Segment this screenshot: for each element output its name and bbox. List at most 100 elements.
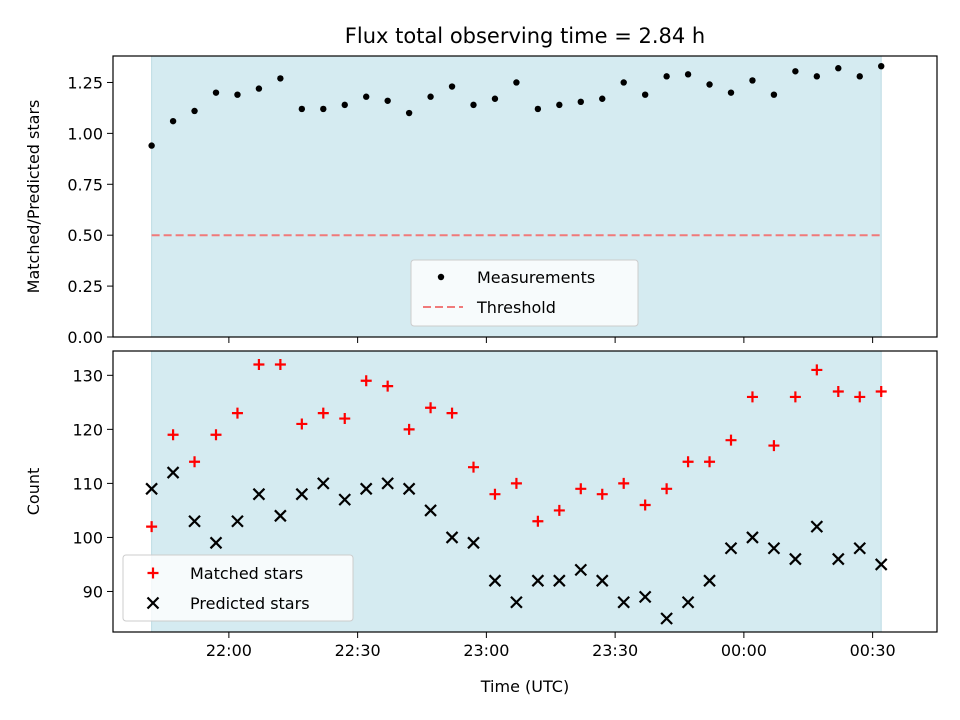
matched-star-point [596,488,608,500]
measurement-point [684,71,692,78]
legend-predicted-label: Predicted stars [190,594,310,613]
x-tick-label: 23:30 [592,641,638,660]
predicted-star-point [832,552,845,566]
legend-measurements-marker [437,273,445,281]
legend-box [122,554,354,622]
measurement-point [191,107,198,115]
predicted-star-point [467,536,480,550]
x-tick-label: 22:00 [206,641,252,660]
legend-predicted-marker [146,596,160,610]
measurement-point [277,75,284,82]
measurement-point [620,79,627,86]
matched-star-point [854,391,866,403]
legend-measurements-label: Measurements [477,268,595,287]
measurement-point [491,95,499,102]
measurement-point [448,83,456,90]
y-tick-label: 130 [72,366,103,385]
predicted-star-point [145,482,158,496]
legend-threshold-label: Threshold [476,298,556,317]
y-tick-label: 120 [72,420,103,439]
measurement-point [599,95,606,102]
predicted-star-point [231,514,244,528]
matched-star-point [832,386,844,398]
predicted-star-point [295,487,309,501]
predicted-star-point [767,541,781,555]
legend-box [410,259,639,327]
predicted-star-point [424,504,437,517]
measurement-point [663,73,670,80]
predicted-star-point [681,596,695,609]
matched-star-point [618,477,630,489]
predicted-star-point [209,536,223,550]
predicted-star-point [510,596,523,609]
predicted-star-point [789,552,802,566]
y-tick-label: 110 [72,474,103,493]
matched-star-point [639,499,651,511]
predicted-star-point [617,596,630,609]
matched-star-point [167,429,179,441]
matched-star-point [274,359,286,371]
predicted-star-point [188,514,201,528]
matched-star-point [468,461,479,473]
measurement-point [341,101,348,109]
matched-star-point [661,483,673,495]
matched-star-point [768,440,780,452]
matched-star-point [532,515,544,527]
measurement-point [792,68,799,75]
predicted-star-point [381,477,394,490]
legend-matched-marker [147,567,159,579]
predicted-star-point [874,558,888,571]
measurement-point [255,85,263,92]
x-tick-label: 22:30 [335,641,381,660]
predicted-star-point [488,574,502,587]
chart-title: Flux total observing time = 2.84 h [345,24,705,48]
measurement-point [641,91,649,98]
matched-star-point [875,386,887,398]
predicted-star-point [531,574,545,587]
y-tick-label: 1.00 [67,124,103,143]
y-tick-label: 0.75 [67,175,103,194]
matched-star-point [296,418,308,430]
measurement-point [878,62,885,70]
measurement-point [534,105,542,113]
matched-star-point [789,391,801,403]
matched-star-point [510,477,522,489]
predicted-star-point [553,574,566,587]
matched-star-point [146,521,158,533]
x-tick-label: 00:30 [850,641,896,660]
matched-star-point [189,456,201,468]
measurement-point [148,142,155,149]
predicted-star-point [359,482,373,496]
y-tick-label: 90 [83,582,103,601]
matched-star-point [339,413,351,425]
measurement-point [513,79,520,86]
measurement-point [234,91,241,98]
measurement-point [212,89,220,96]
matched-star-point [682,456,694,468]
measurement-point [835,65,842,72]
predicted-star-point [317,477,330,490]
measurement-point [169,117,177,125]
predicted-star-point [660,612,673,625]
y-tick-label: 1.25 [67,73,103,92]
axes-frame [112,55,938,338]
x-tick-label: 00:00 [721,641,767,660]
predicted-star-point [810,520,824,533]
x-tick-label: 23:00 [463,641,509,660]
matched-star-point [231,407,243,419]
measurement-point [384,97,391,104]
measurement-point [470,101,477,109]
measurement-point [363,93,370,100]
measurement-point [749,77,756,84]
predicted-star-point [703,574,716,587]
matched-star-point [725,434,737,446]
axes-frame [112,350,938,633]
matched-star-point [704,456,716,468]
x-axis-label: Time (UTC) [480,677,569,696]
predicted-star-point [595,574,609,587]
matched-star-point [360,375,372,387]
y-tick-label: 0.50 [67,226,103,245]
matched-star-point [253,359,265,371]
measurement-point [770,91,778,98]
